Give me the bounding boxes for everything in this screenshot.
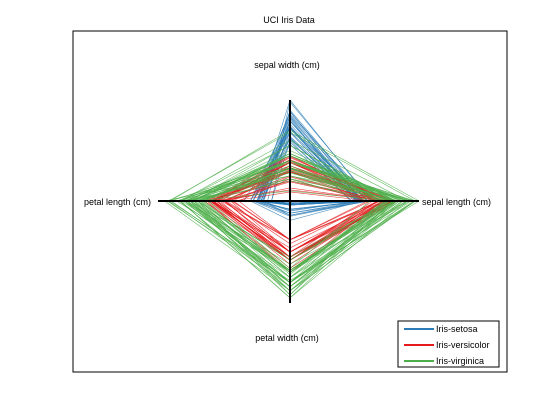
axis-label-petal-length: petal length (cm) — [84, 197, 151, 207]
chart-title: UCI Iris Data — [263, 15, 315, 25]
radar-axes — [158, 100, 419, 303]
legend-label-setosa: Iris-setosa — [436, 324, 478, 334]
legend: Iris-setosa Iris-versicolor Iris-virgini… — [397, 320, 500, 368]
axis-label-sepal-length: sepal length (cm) — [422, 197, 491, 207]
axis-label-sepal-width: sepal width (cm) — [254, 60, 320, 70]
axis-label-petal-width: petal width (cm) — [255, 333, 319, 343]
legend-label-versicolor: Iris-versicolor — [436, 340, 490, 350]
legend-label-virginica: Iris-virginica — [436, 356, 484, 366]
